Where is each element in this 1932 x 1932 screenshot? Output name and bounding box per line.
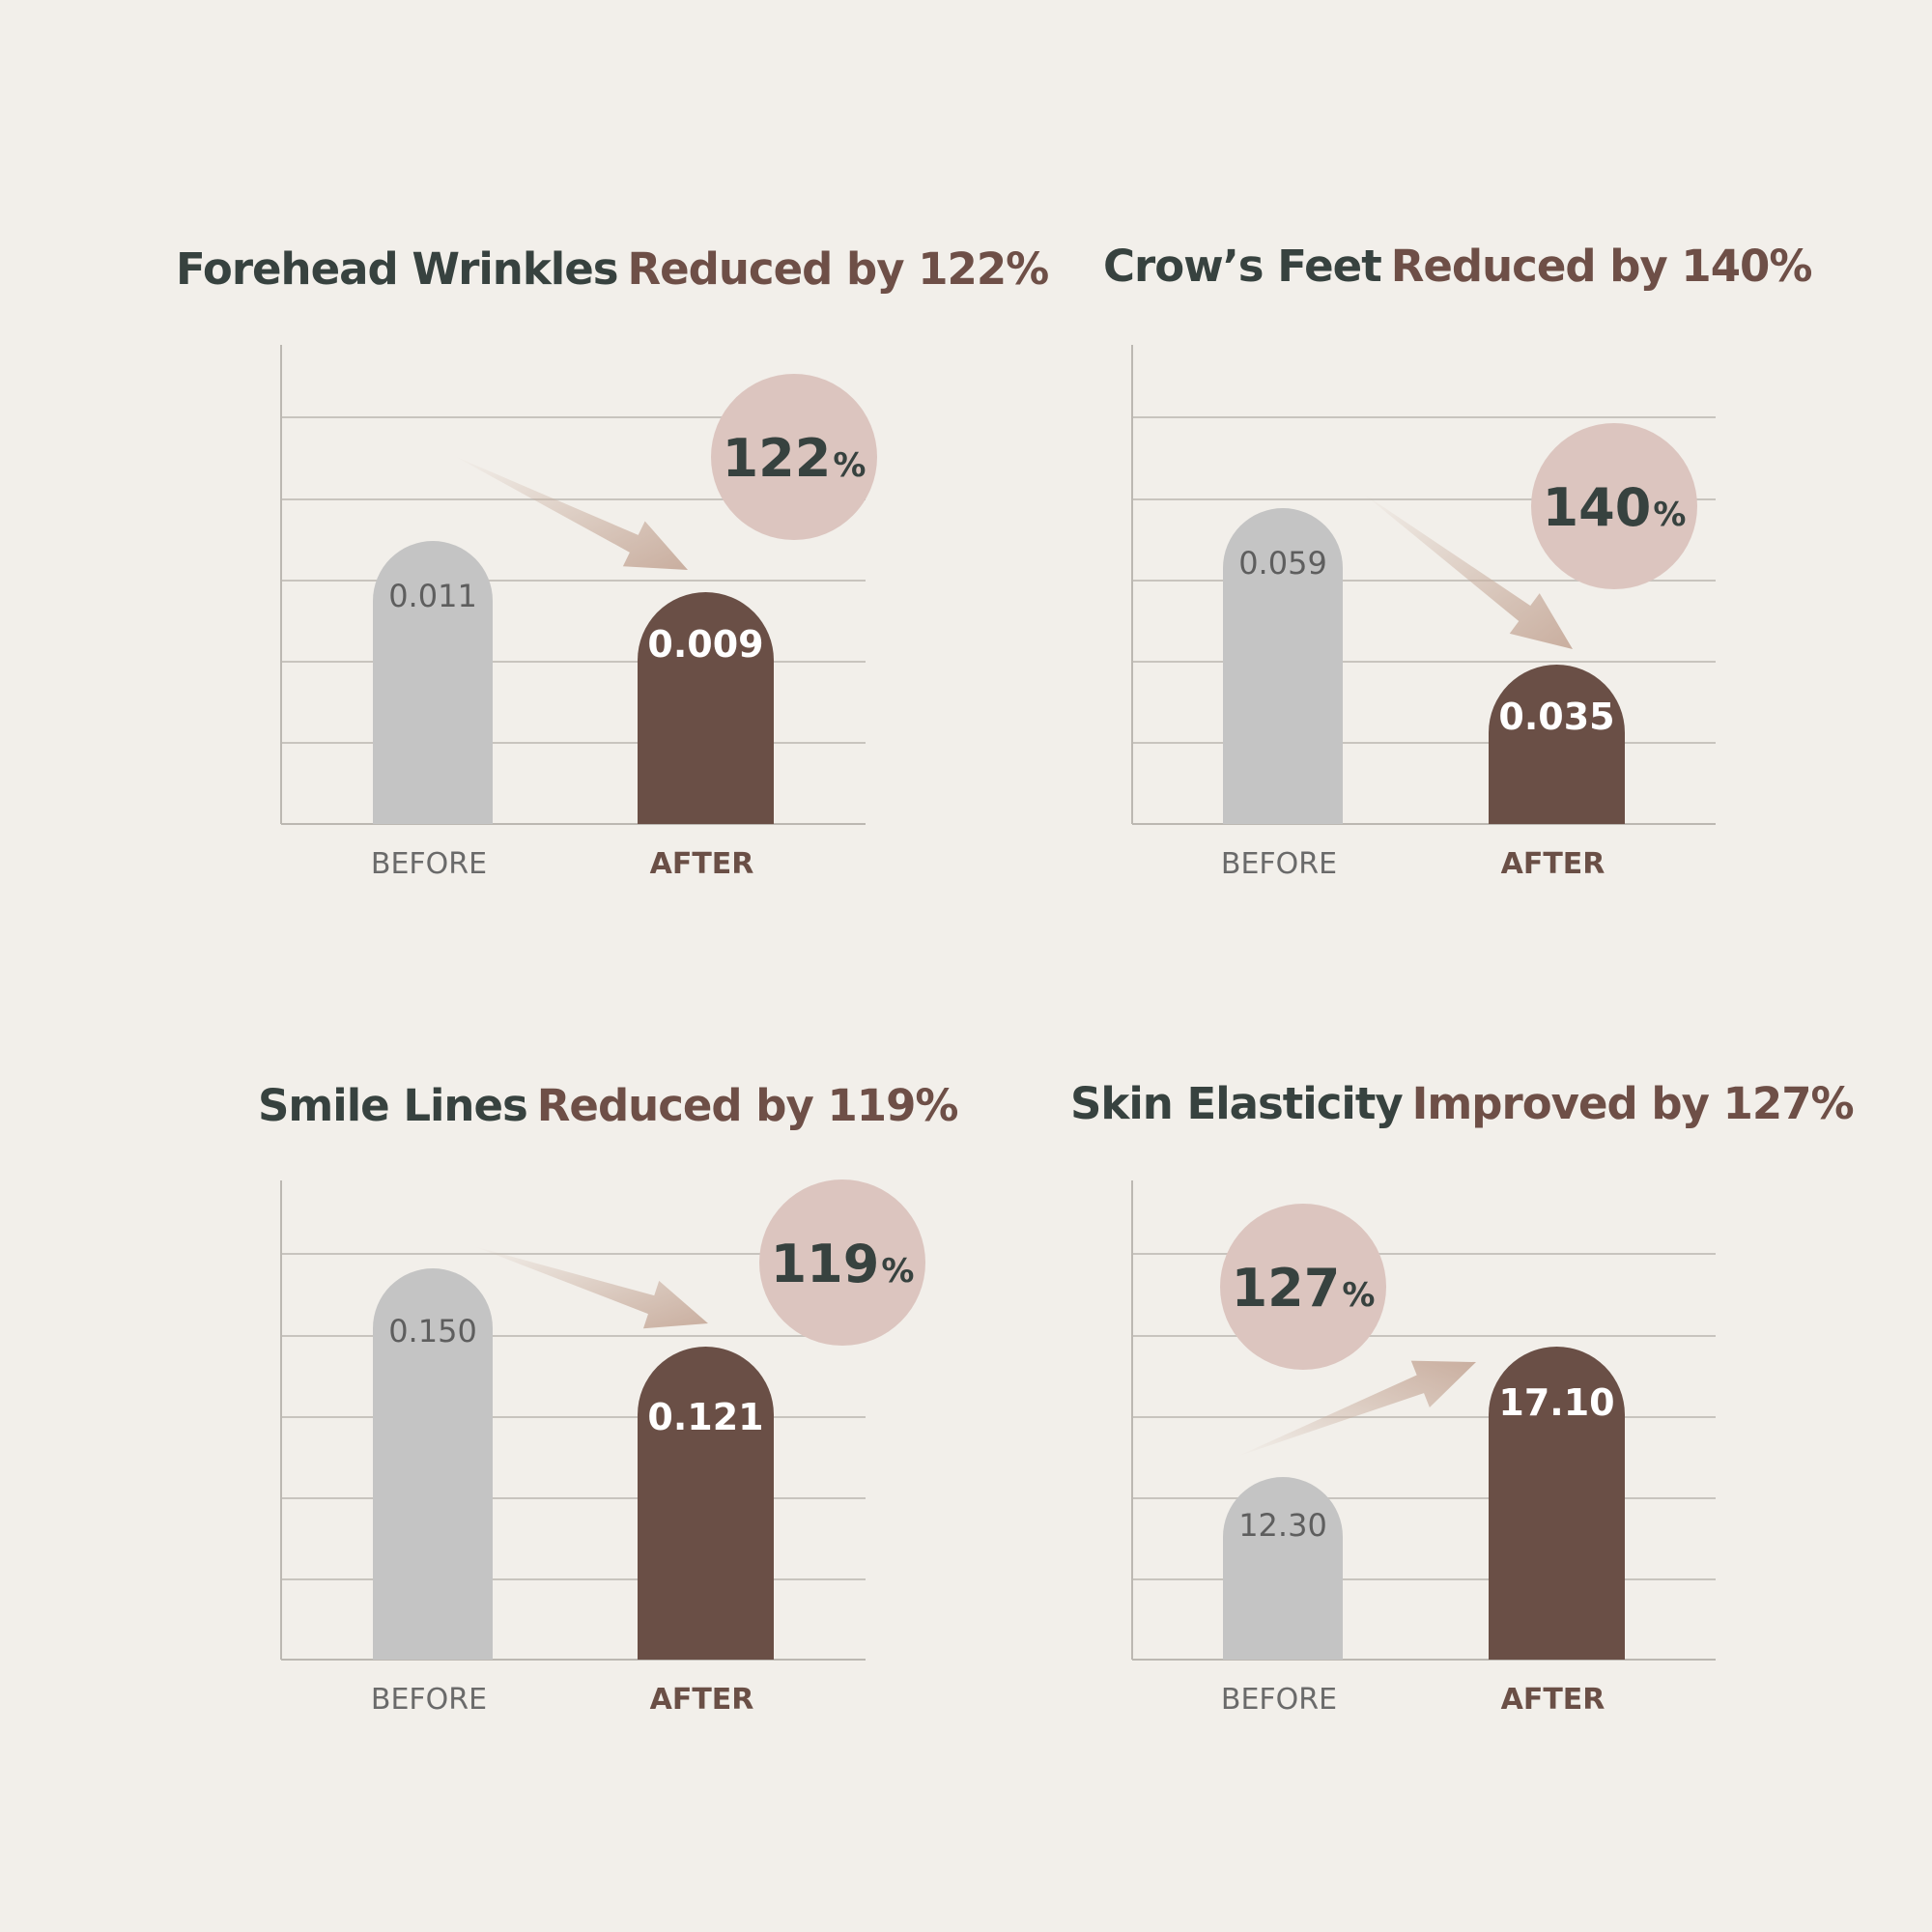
percent-badge-text: 119%: [771, 1234, 915, 1294]
x-tick-label: AFTER: [1501, 847, 1605, 881]
percent-badge-unit: %: [833, 446, 866, 485]
percent-badge-text: 140%: [1543, 477, 1687, 538]
trend-arrow: [473, 1246, 708, 1329]
bar-after: [1489, 665, 1625, 824]
x-tick-label: AFTER: [1501, 1683, 1605, 1717]
chart-title-subject: Crow’s Feet: [1103, 241, 1381, 292]
x-tick-label: BEFORE: [1221, 847, 1337, 881]
chart-title-result: Improved by 127%: [1412, 1078, 1854, 1129]
chart-title-result: Reduced by 122%: [628, 243, 1049, 295]
data-label: 0.035: [1498, 696, 1614, 738]
x-tick-label: BEFORE: [371, 1683, 487, 1717]
bar-before: [373, 1268, 493, 1660]
trend-arrow-shape: [454, 456, 688, 570]
x-tick-label: BEFORE: [1221, 1683, 1337, 1717]
bar-before: [1223, 1477, 1343, 1660]
percent-badge-text: 127%: [1232, 1258, 1376, 1319]
x-tick-label: AFTER: [650, 1683, 754, 1717]
data-label: 0.121: [647, 1396, 763, 1438]
chart-title-subject: Smile Lines: [258, 1080, 527, 1131]
trend-arrow-shape: [1236, 1360, 1476, 1457]
percent-badge-number: 122: [723, 428, 832, 489]
trend-arrow: [1362, 493, 1573, 649]
percent-badge-unit: %: [1653, 496, 1686, 534]
bar-after: [638, 591, 774, 824]
percent-badge-unit: %: [1342, 1276, 1375, 1315]
chart-title: Crow’s Feet Reduced by 140%: [1103, 241, 1811, 292]
chart-title: Forehead Wrinkles Reduced by 122%: [176, 243, 1048, 295]
chart-title: Smile Lines Reduced by 119%: [258, 1080, 958, 1131]
chart-panel-2: Crow’s Feet Reduced by 140% 0.059 BEFORE 0.0…: [1103, 241, 1812, 881]
x-tick-label: BEFORE: [371, 847, 487, 881]
percent-badge-number: 140: [1543, 477, 1652, 538]
chart-title-result: Reduced by 140%: [1391, 241, 1812, 292]
bar-after: [1489, 1346, 1625, 1660]
data-label: 0.009: [647, 623, 763, 666]
data-label: 12.30: [1238, 1507, 1327, 1544]
bar-before: [373, 541, 493, 824]
trend-arrow: [1236, 1360, 1476, 1457]
trend-arrow-shape: [1362, 493, 1573, 649]
percent-badge-number: 119: [771, 1234, 880, 1294]
data-label: 0.150: [388, 1313, 477, 1350]
chart-title: Skin Elasticity Improved by 127%: [1070, 1078, 1854, 1129]
percent-badge-unit: %: [881, 1252, 914, 1291]
percent-badge: [1220, 1204, 1386, 1370]
bar-before: [1223, 508, 1343, 824]
percent-badge-text: 122%: [723, 428, 867, 489]
data-label: 0.059: [1238, 545, 1327, 582]
chart-panel-1: Forehead Wrinkles Reduced by 122% 0.011 BEF…: [176, 243, 1049, 881]
chart-title-subject: Forehead Wrinkles: [176, 243, 618, 295]
data-label: 0.011: [388, 578, 477, 614]
data-label: 17.10: [1498, 1381, 1614, 1424]
chart-panel-3: Smile Lines Reduced by 119% 0.150 BEFORE 0.1…: [258, 1080, 959, 1717]
bar-after: [638, 1346, 774, 1660]
percent-badge: [759, 1179, 925, 1346]
charts-root: Forehead Wrinkles Reduced by 122% 0.011 BEF…: [176, 241, 1855, 1717]
x-tick-label: AFTER: [650, 847, 754, 881]
trend-arrow-shape: [473, 1246, 708, 1329]
trend-arrow: [454, 456, 688, 570]
percent-badge: [1531, 423, 1697, 589]
chart-title-subject: Skin Elasticity: [1070, 1078, 1403, 1129]
percent-badge: [711, 374, 877, 540]
chart-title-result: Reduced by 119%: [537, 1080, 958, 1131]
percent-badge-number: 127: [1232, 1258, 1341, 1319]
chart-panel-4: Skin Elasticity Improved by 127% 12.30 BEFO…: [1070, 1078, 1855, 1717]
